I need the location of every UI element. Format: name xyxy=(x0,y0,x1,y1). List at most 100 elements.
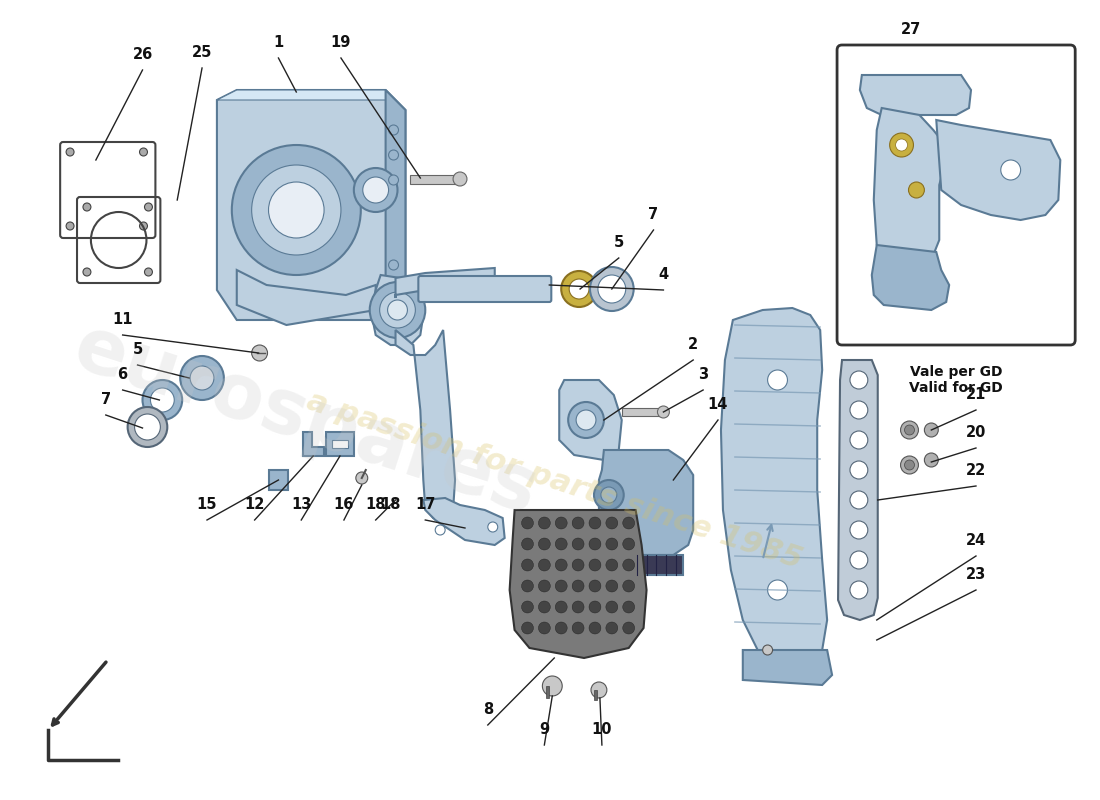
Text: 25: 25 xyxy=(191,45,212,60)
Circle shape xyxy=(850,461,868,479)
Text: 5: 5 xyxy=(132,342,143,357)
Polygon shape xyxy=(396,268,495,298)
Circle shape xyxy=(924,453,938,467)
Circle shape xyxy=(521,559,534,571)
Polygon shape xyxy=(386,90,406,320)
Text: 4: 4 xyxy=(659,267,669,282)
Circle shape xyxy=(521,580,534,592)
Circle shape xyxy=(521,517,534,529)
Circle shape xyxy=(232,145,361,275)
Bar xyxy=(410,175,455,184)
Circle shape xyxy=(623,538,635,550)
Circle shape xyxy=(354,168,397,212)
Circle shape xyxy=(895,139,908,151)
Circle shape xyxy=(588,538,601,550)
Circle shape xyxy=(538,559,550,571)
Circle shape xyxy=(180,356,224,400)
Circle shape xyxy=(623,559,635,571)
Circle shape xyxy=(606,622,618,634)
Circle shape xyxy=(66,222,74,230)
Circle shape xyxy=(601,487,617,503)
Circle shape xyxy=(82,203,91,211)
Circle shape xyxy=(140,222,147,230)
Text: 11: 11 xyxy=(112,312,133,327)
Polygon shape xyxy=(873,108,946,268)
Circle shape xyxy=(144,203,153,211)
Circle shape xyxy=(606,601,618,613)
Polygon shape xyxy=(559,380,621,460)
Circle shape xyxy=(538,622,550,634)
Circle shape xyxy=(590,267,634,311)
Text: 6: 6 xyxy=(118,367,128,382)
Circle shape xyxy=(572,601,584,613)
Text: 5: 5 xyxy=(614,235,624,250)
Circle shape xyxy=(151,388,174,412)
Circle shape xyxy=(556,580,568,592)
Circle shape xyxy=(850,581,868,599)
Circle shape xyxy=(594,480,624,510)
Bar xyxy=(621,408,661,416)
Circle shape xyxy=(658,406,670,418)
Circle shape xyxy=(572,580,584,592)
Circle shape xyxy=(768,370,788,390)
Circle shape xyxy=(598,275,626,303)
Circle shape xyxy=(556,622,568,634)
Text: eurospares: eurospares xyxy=(65,310,548,530)
Text: 22: 22 xyxy=(966,463,986,478)
Polygon shape xyxy=(326,432,354,456)
FancyBboxPatch shape xyxy=(418,276,551,302)
Text: 26: 26 xyxy=(132,47,153,62)
Circle shape xyxy=(556,517,568,529)
Text: 27: 27 xyxy=(901,22,922,37)
Circle shape xyxy=(538,517,550,529)
Text: 1: 1 xyxy=(273,35,284,50)
Circle shape xyxy=(521,601,534,613)
Text: 18: 18 xyxy=(365,497,386,512)
Text: 15: 15 xyxy=(197,497,217,512)
Circle shape xyxy=(487,522,497,532)
Circle shape xyxy=(542,676,562,696)
Polygon shape xyxy=(217,90,406,110)
Circle shape xyxy=(538,580,550,592)
Circle shape xyxy=(588,559,601,571)
Circle shape xyxy=(556,538,568,550)
Circle shape xyxy=(924,423,938,437)
Polygon shape xyxy=(742,650,832,685)
Circle shape xyxy=(370,282,426,338)
Polygon shape xyxy=(598,450,693,555)
Polygon shape xyxy=(217,90,406,320)
Circle shape xyxy=(538,538,550,550)
Circle shape xyxy=(588,601,601,613)
Circle shape xyxy=(388,175,398,185)
Circle shape xyxy=(388,280,398,290)
Circle shape xyxy=(388,125,398,135)
Circle shape xyxy=(521,538,534,550)
Circle shape xyxy=(556,559,568,571)
Polygon shape xyxy=(424,498,505,545)
Polygon shape xyxy=(936,120,1060,220)
Circle shape xyxy=(379,292,416,328)
Bar xyxy=(268,470,288,490)
Text: 23: 23 xyxy=(966,567,986,582)
Circle shape xyxy=(190,366,213,390)
Polygon shape xyxy=(236,270,376,325)
Circle shape xyxy=(901,421,918,439)
Circle shape xyxy=(768,580,788,600)
Text: 7: 7 xyxy=(648,207,659,222)
Circle shape xyxy=(572,517,584,529)
Circle shape xyxy=(128,407,167,447)
Text: 20: 20 xyxy=(966,425,987,440)
Circle shape xyxy=(355,472,367,484)
Circle shape xyxy=(387,300,407,320)
Circle shape xyxy=(623,601,635,613)
Polygon shape xyxy=(509,510,647,658)
Text: Vale per GD
Valid for GD: Vale per GD Valid for GD xyxy=(910,365,1003,395)
Circle shape xyxy=(66,148,74,156)
Circle shape xyxy=(388,260,398,270)
Text: 2: 2 xyxy=(689,337,698,352)
Text: 10: 10 xyxy=(592,722,613,737)
Text: 9: 9 xyxy=(539,722,549,737)
Circle shape xyxy=(572,622,584,634)
Polygon shape xyxy=(720,308,827,670)
Circle shape xyxy=(850,371,868,389)
